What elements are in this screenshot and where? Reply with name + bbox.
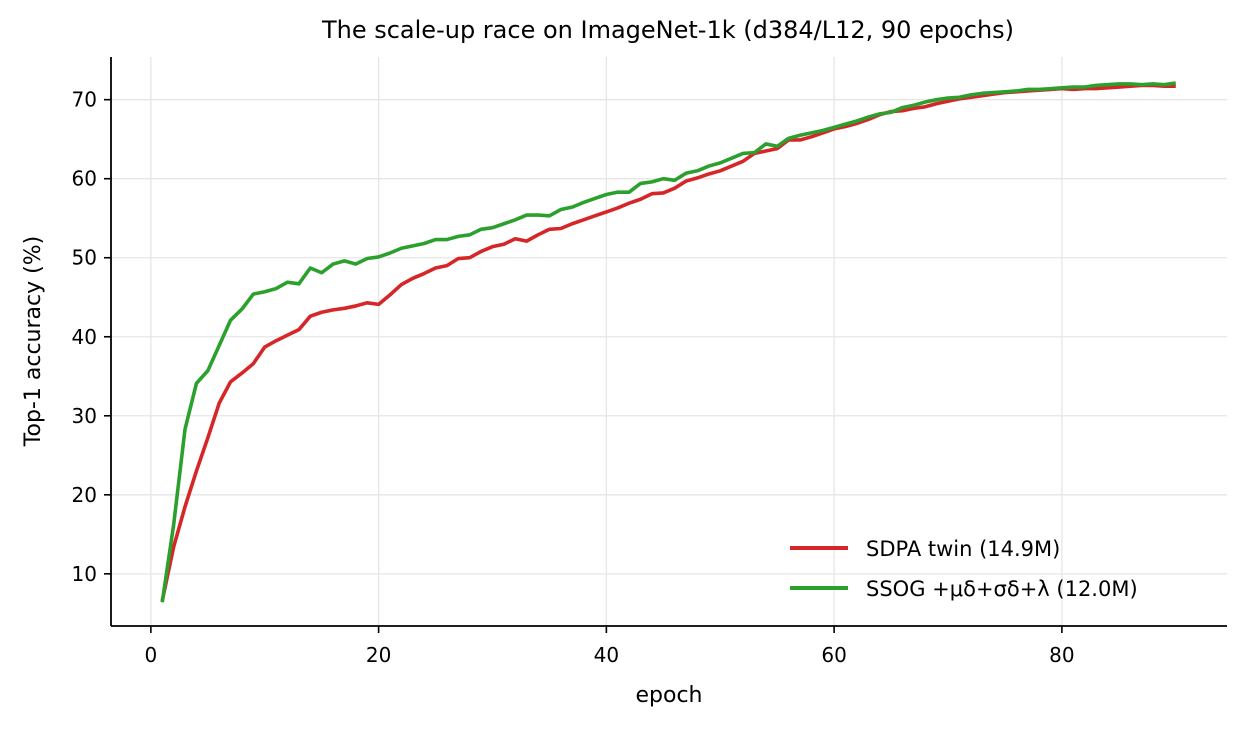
y-tick-label: 40	[72, 325, 97, 349]
x-axis-ticks: 0 20 40 60 80	[144, 626, 1075, 667]
x-tick-label: 20	[366, 643, 391, 667]
series-line-ssog	[160, 81, 1177, 603]
horizontal-gridlines	[111, 99, 1227, 575]
x-tick-label: 40	[594, 643, 619, 667]
x-tick-label: 80	[1049, 643, 1074, 667]
y-tick-label: 60	[72, 167, 97, 191]
x-axis-label: epoch	[636, 683, 703, 708]
y-axis-ticks: 10 20 30 40 50 60 70	[72, 88, 111, 586]
series-layer	[160, 81, 1177, 603]
vertical-gridlines	[150, 57, 1063, 626]
x-tick-label: 0	[144, 643, 157, 667]
legend-label-ssog: SSOG +μδ+σδ+λ (12.0M)	[866, 577, 1138, 601]
chart-title: The scale-up race on ImageNet-1k (d384/L…	[321, 16, 1014, 44]
y-tick-label: 30	[72, 404, 97, 428]
x-tick-label: 60	[821, 643, 846, 667]
legend: SDPA twin (14.9M) SSOG +μδ+σδ+λ (12.0M)	[790, 537, 1138, 601]
y-tick-label: 50	[72, 246, 97, 270]
y-tick-label: 10	[72, 562, 97, 586]
y-axis-label: Top-1 accuracy (%)	[21, 236, 46, 447]
y-tick-label: 20	[72, 483, 97, 507]
legend-label-sdpa: SDPA twin (14.9M)	[866, 537, 1060, 561]
y-tick-label: 70	[72, 88, 97, 112]
